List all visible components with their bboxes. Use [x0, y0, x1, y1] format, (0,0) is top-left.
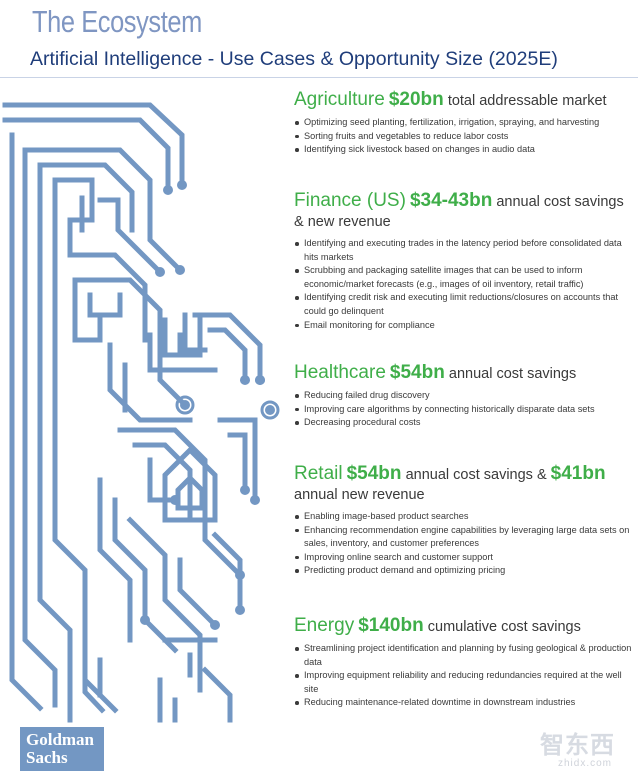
- sector-amount-secondary: $41bn: [550, 463, 606, 484]
- sector-amount: $54bn: [389, 362, 445, 383]
- logo-line: Sachs: [26, 748, 68, 767]
- list-item: Identifying and executing trades in the …: [294, 237, 634, 264]
- sector-name: Agriculture: [294, 89, 385, 110]
- section-heading: Healthcare $54bn annual cost savings: [294, 363, 634, 384]
- bullet-list: Streamlining project identification and …: [294, 642, 634, 710]
- list-item: Enabling image-based product searches: [294, 510, 634, 524]
- list-item: Email monitoring for compliance: [294, 319, 634, 333]
- section-heading: Retail $54bn annual cost savings & $41bn…: [294, 464, 634, 505]
- sector-name: Energy: [294, 615, 355, 636]
- list-item: Sorting fruits and vegetables to reduce …: [294, 130, 634, 144]
- section-healthcare: Healthcare $54bn annual cost savings Red…: [294, 363, 634, 430]
- sector-description-secondary: annual new revenue: [294, 487, 425, 503]
- list-item: Improving care algorithms by connecting …: [294, 403, 634, 417]
- sector-amount: $20bn: [388, 89, 444, 110]
- list-item: Improving online search and customer sup…: [294, 551, 634, 565]
- section-agriculture: Agriculture $20bn total addressable mark…: [294, 90, 634, 157]
- page-title: Artificial Intelligence - Use Cases & Op…: [30, 48, 558, 70]
- section-heading: Agriculture $20bn total addressable mark…: [294, 90, 634, 111]
- section-heading: Energy $140bn cumulative cost savings: [294, 616, 634, 637]
- section-finance: Finance (US) $34-43bn annual cost saving…: [294, 191, 634, 332]
- list-item: Reducing maintenance-related downtime in…: [294, 696, 634, 710]
- list-item: Streamlining project identification and …: [294, 642, 634, 669]
- sector-description: annual cost savings &: [405, 467, 547, 483]
- bullet-list: Optimizing seed planting, fertilization,…: [294, 116, 634, 157]
- logo-line: Goldman: [26, 730, 95, 749]
- list-item: Predicting product demand and optimizing…: [294, 564, 634, 578]
- sector-description: total addressable market: [447, 93, 607, 109]
- sector-description: cumulative cost savings: [427, 619, 581, 635]
- list-item: Identifying credit risk and executing li…: [294, 291, 634, 318]
- sector-description: annual cost savings: [448, 366, 577, 382]
- sector-name: Healthcare: [294, 362, 386, 383]
- eyebrow-title: The Ecosystem: [32, 4, 202, 39]
- sector-amount: $34-43bn: [409, 190, 493, 211]
- sector-description: annual cost savings & new revenue: [294, 194, 624, 230]
- list-item: Optimizing seed planting, fertilization,…: [294, 116, 634, 130]
- bullet-list: Reducing failed drug discovery Improving…: [294, 389, 634, 430]
- sector-name: Retail: [294, 463, 343, 484]
- bullet-list: Enabling image-based product searches En…: [294, 510, 634, 578]
- sector-amount: $54bn: [346, 463, 402, 484]
- watermark-url: zhidx.com: [558, 758, 613, 769]
- list-item: Decreasing procedural costs: [294, 416, 634, 430]
- watermark: 智东西 zhidx.com: [540, 725, 636, 773]
- list-item: Improving equipment reliability and redu…: [294, 669, 634, 696]
- sector-name: Finance (US): [294, 190, 406, 211]
- list-item: Reducing failed drug discovery: [294, 389, 634, 403]
- section-heading: Finance (US) $34-43bn annual cost saving…: [294, 191, 634, 232]
- goldman-sachs-logo: Goldman Sachs: [20, 727, 104, 771]
- bullet-list: Identifying and executing trades in the …: [294, 237, 634, 332]
- section-energy: Energy $140bn cumulative cost savings St…: [294, 616, 634, 710]
- sector-amount: $140bn: [358, 615, 424, 636]
- section-retail: Retail $54bn annual cost savings & $41bn…: [294, 464, 634, 578]
- list-item: Enhancing recommendation engine capabili…: [294, 524, 634, 551]
- circuit-head-illustration: [2, 102, 280, 723]
- list-item: Identifying sick livestock based on chan…: [294, 143, 634, 157]
- watermark-logo: 智东西: [540, 732, 615, 759]
- list-item: Scrubbing and packaging satellite images…: [294, 264, 634, 291]
- title-divider: [0, 77, 638, 78]
